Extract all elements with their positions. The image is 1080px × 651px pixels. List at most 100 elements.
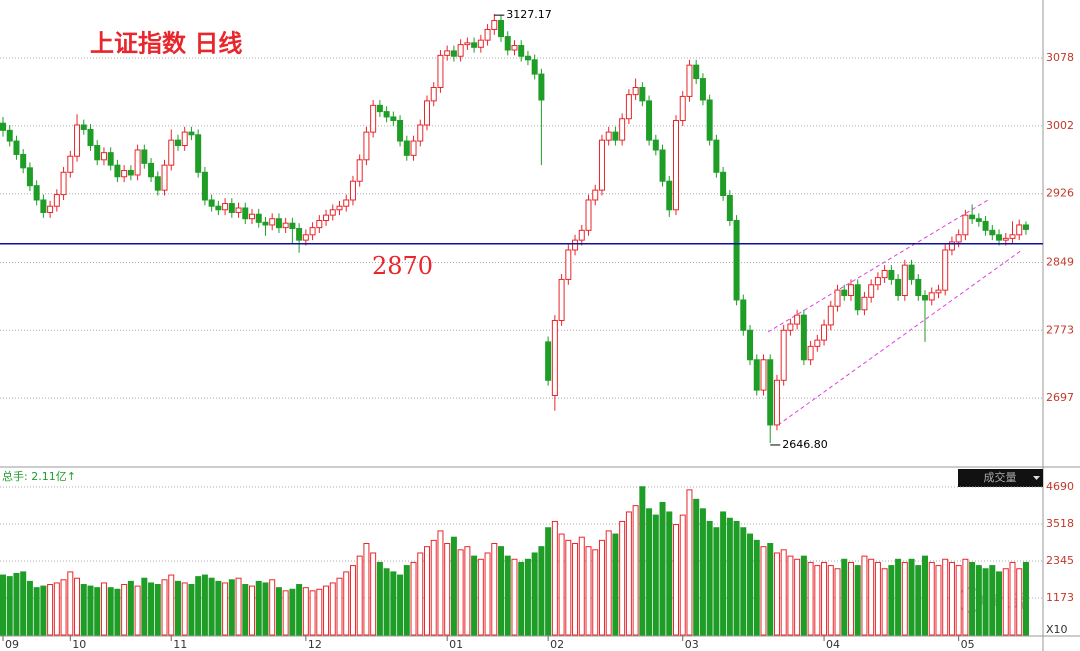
volume-bar — [686, 489, 693, 636]
candle-body — [67, 155, 74, 173]
candle-body — [80, 124, 87, 130]
dropdown-arrow[interactable] — [1033, 476, 1040, 480]
volume-bar — [578, 536, 585, 636]
candle-body — [646, 100, 653, 141]
volume-bar — [807, 561, 814, 636]
candle-body — [807, 345, 814, 361]
volume-bar — [269, 579, 276, 636]
volume-bar — [666, 511, 673, 636]
volume-bar — [881, 568, 888, 636]
candle-body — [975, 218, 982, 222]
volume-bar — [370, 552, 377, 636]
candle-body — [168, 139, 175, 166]
volume-selector-label[interactable]: 成交量 — [984, 470, 1017, 484]
candle-body — [228, 203, 235, 213]
candle-body — [881, 269, 888, 279]
candle-body — [753, 359, 760, 391]
candle-body — [989, 229, 996, 236]
volume-bar — [821, 561, 828, 636]
candle-body — [1016, 224, 1023, 236]
candle-body — [666, 180, 673, 211]
volume-bar — [282, 590, 289, 636]
candle-body — [94, 145, 101, 161]
volume-bar — [450, 536, 457, 636]
volume-bar — [471, 555, 478, 636]
candle-body — [6, 129, 13, 142]
channel-line — [767, 199, 989, 333]
candle-body — [235, 207, 242, 213]
y-tick-label: 4690 — [1046, 480, 1074, 493]
volume-bar — [652, 514, 659, 636]
volume-bar — [814, 565, 821, 636]
candle-body — [33, 185, 40, 201]
volume-bar — [302, 587, 309, 636]
candle-body — [969, 214, 976, 220]
volume-bar — [222, 582, 229, 636]
candle-body — [302, 234, 309, 241]
volume-bar — [40, 585, 47, 636]
volume-bar — [935, 565, 942, 636]
candle-body — [343, 199, 350, 207]
candle-body — [20, 153, 27, 169]
candle-body — [908, 264, 915, 280]
volume-bar — [915, 565, 922, 636]
volume-bar — [1009, 561, 1016, 636]
candle-body — [800, 314, 807, 361]
volume-bar — [174, 580, 181, 636]
candle-body — [854, 284, 861, 311]
candle-body — [309, 227, 316, 236]
candle-body — [188, 131, 195, 136]
volume-bar — [679, 514, 686, 636]
volume-bar — [255, 580, 262, 636]
candle-body — [605, 131, 612, 141]
candle-body — [659, 149, 666, 182]
candle-body — [397, 120, 404, 142]
candle-body — [572, 239, 579, 251]
y-tick-label: 3518 — [1046, 517, 1074, 530]
candle-body — [329, 209, 336, 216]
high-label: 3127.17 — [506, 8, 552, 21]
candle-body — [558, 278, 565, 321]
candle-body — [148, 162, 155, 178]
candle-body — [955, 234, 962, 243]
volume-bar — [619, 520, 626, 636]
candle-body — [511, 45, 518, 51]
volume-bar — [673, 524, 679, 636]
candle-body — [787, 323, 794, 331]
candle-body — [888, 269, 895, 280]
volume-bar — [121, 584, 128, 636]
x-tick-label: 05 — [961, 638, 975, 651]
candle-body — [524, 55, 531, 61]
candle-body — [531, 59, 538, 75]
volume-bar — [181, 582, 188, 636]
volume-bar — [13, 572, 20, 636]
volume-bar — [383, 568, 390, 636]
volume-bar — [33, 587, 40, 636]
volume-bar — [80, 584, 87, 636]
candle-body — [895, 278, 902, 296]
candle-body — [720, 171, 727, 197]
volume-bar — [215, 580, 222, 636]
candle-body — [982, 220, 989, 231]
candle-body — [242, 207, 249, 220]
volume-selector[interactable] — [958, 469, 1043, 487]
candle-body — [1002, 237, 1009, 241]
volume-bar — [558, 533, 565, 636]
candle-body — [477, 39, 484, 48]
x-tick-label: 09 — [5, 638, 19, 651]
volume-bar — [457, 549, 464, 636]
candle-body — [996, 234, 1003, 241]
volume-bar — [827, 565, 834, 636]
volume-bar — [148, 582, 155, 636]
volume-bar — [538, 546, 545, 636]
candle-body — [316, 220, 323, 229]
volume-bar — [639, 486, 646, 636]
candle-body — [423, 100, 430, 126]
volume-bar — [1016, 568, 1023, 636]
volume-bar — [565, 539, 572, 636]
volume-bar — [659, 501, 666, 636]
volume-bar — [605, 530, 612, 636]
candle-body — [134, 149, 141, 176]
candle-body — [13, 140, 20, 155]
candle-body — [275, 218, 282, 229]
